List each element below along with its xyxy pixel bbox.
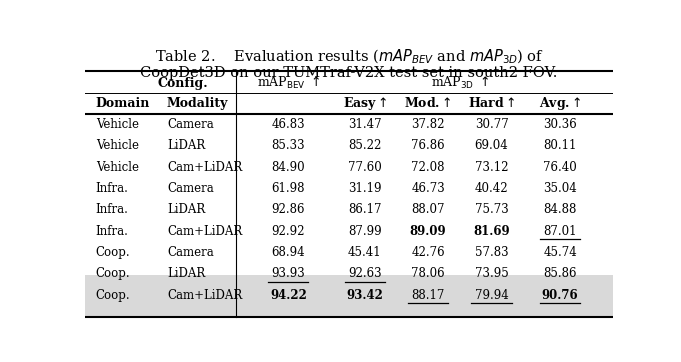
Text: Infra.: Infra. [95,203,129,216]
Text: 88.07: 88.07 [411,203,445,216]
Text: 75.73: 75.73 [475,203,509,216]
Text: Config.: Config. [157,76,208,89]
Text: Table 2.    Evaluation results ($mAP_{BEV}$ and $mAP_{3D}$) of: Table 2. Evaluation results ($mAP_{BEV}$… [155,48,543,66]
Text: 92.86: 92.86 [272,203,305,216]
Text: 84.88: 84.88 [543,203,577,216]
Text: mAP$_{\rm 3D}$ $\uparrow$: mAP$_{\rm 3D}$ $\uparrow$ [431,75,489,91]
Text: Infra.: Infra. [95,225,129,238]
Bar [85,275,613,317]
Text: 46.83: 46.83 [272,118,305,131]
Text: CoopDet3D on our TUMTraf-V2X test set in south2 FOV.: CoopDet3D on our TUMTraf-V2X test set in… [140,66,558,80]
Text: LiDAR: LiDAR [167,203,205,216]
Text: mAP$_{\rm BEV}$ $\uparrow$: mAP$_{\rm BEV}$ $\uparrow$ [257,75,320,91]
Text: Hard$\uparrow$: Hard$\uparrow$ [468,96,516,110]
Text: 92.92: 92.92 [272,225,305,238]
Text: Camera: Camera [167,118,214,131]
Text: 90.76: 90.76 [542,289,578,302]
Text: 45.41: 45.41 [348,246,381,259]
Text: 77.60: 77.60 [348,161,382,174]
Text: Cam+LiDAR: Cam+LiDAR [167,225,242,238]
Text: 88.17: 88.17 [411,289,445,302]
Text: 35.04: 35.04 [543,182,577,195]
Text: 93.93: 93.93 [272,268,305,281]
Text: 73.95: 73.95 [475,268,509,281]
Text: 69.04: 69.04 [475,139,509,152]
Text: 87.99: 87.99 [348,225,381,238]
Text: 61.98: 61.98 [272,182,305,195]
Text: 93.42: 93.42 [347,289,383,302]
Text: 73.12: 73.12 [475,161,508,174]
Text: Vehicle: Vehicle [95,118,139,131]
Text: 84.90: 84.90 [272,161,305,174]
Text: LiDAR: LiDAR [167,139,205,152]
Text: Coop.: Coop. [95,246,130,259]
Text: Vehicle: Vehicle [95,139,139,152]
Text: 85.22: 85.22 [348,139,381,152]
Text: 72.08: 72.08 [411,161,445,174]
Text: 45.74: 45.74 [543,246,577,259]
Text: 42.76: 42.76 [411,246,445,259]
Text: Infra.: Infra. [95,182,129,195]
Text: 89.09: 89.09 [410,225,447,238]
Text: 92.63: 92.63 [348,268,381,281]
Text: 80.11: 80.11 [543,139,577,152]
Text: LiDAR: LiDAR [167,268,205,281]
Text: Coop.: Coop. [95,289,130,302]
Text: 31.47: 31.47 [348,118,381,131]
Text: 87.01: 87.01 [543,225,577,238]
Text: 57.83: 57.83 [475,246,508,259]
Text: 85.86: 85.86 [543,268,577,281]
Text: Coop.: Coop. [95,268,130,281]
Text: Modality: Modality [167,97,228,110]
Text: Camera: Camera [167,246,214,259]
Text: 46.73: 46.73 [411,182,445,195]
Text: 40.42: 40.42 [475,182,508,195]
Text: 31.19: 31.19 [348,182,381,195]
Text: 78.06: 78.06 [411,268,445,281]
Text: 37.82: 37.82 [411,118,445,131]
Text: Cam+LiDAR: Cam+LiDAR [167,289,242,302]
Text: Avg.$\uparrow$: Avg.$\uparrow$ [539,95,582,112]
Text: 79.94: 79.94 [475,289,509,302]
Text: Vehicle: Vehicle [95,161,139,174]
Text: Cam+LiDAR: Cam+LiDAR [167,161,242,174]
Text: Mod.$\uparrow$: Mod.$\uparrow$ [405,96,452,110]
Text: 30.77: 30.77 [475,118,509,131]
Text: 94.22: 94.22 [270,289,306,302]
Text: 30.36: 30.36 [543,118,577,131]
Text: 85.33: 85.33 [272,139,305,152]
Text: 81.69: 81.69 [473,225,510,238]
Text: 76.40: 76.40 [543,161,577,174]
Text: 68.94: 68.94 [272,246,305,259]
Text: Easy$\uparrow$: Easy$\uparrow$ [343,95,387,112]
Text: Camera: Camera [167,182,214,195]
Text: 76.86: 76.86 [411,139,445,152]
Text: 86.17: 86.17 [348,203,381,216]
Text: Domain: Domain [95,97,150,110]
